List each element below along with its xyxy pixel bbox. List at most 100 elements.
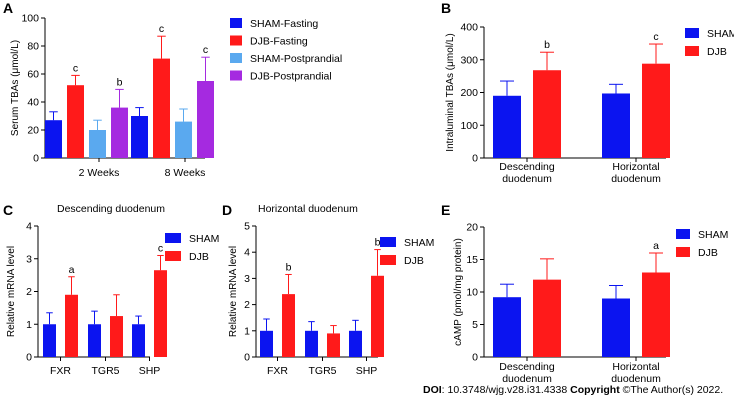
bar — [154, 270, 167, 357]
panel-a-letter: A — [3, 0, 13, 16]
panel-b-letter: B — [441, 0, 451, 16]
legend-swatch — [380, 255, 396, 265]
panel-d-letter: D — [222, 202, 232, 218]
y-tick-label: 300 — [460, 54, 478, 66]
y-tick-label: 15 — [466, 254, 478, 266]
doi-footer: DOI: 10.3748/wjg.v28.i31.4338 Copyright … — [423, 384, 723, 396]
x-tick-label: FXR — [50, 365, 71, 377]
y-tick-label: 10 — [466, 287, 478, 299]
bar — [88, 324, 101, 357]
significance-letter: c — [73, 62, 78, 74]
x-tick-label: duodenum — [611, 373, 661, 385]
y-tick-label: 5 — [244, 221, 250, 233]
legend-swatch — [676, 229, 690, 239]
bar — [642, 272, 670, 357]
y-tick-label: 4 — [26, 221, 32, 233]
legend-swatch — [165, 233, 181, 243]
y-tick-label: 0 — [26, 352, 32, 364]
y-tick-label: 5 — [472, 319, 478, 331]
legend-swatch — [230, 35, 242, 46]
bar — [371, 275, 384, 357]
bar — [110, 316, 123, 357]
legend-label: DJB-Fasting — [250, 36, 308, 48]
y-tick-label: 60 — [27, 69, 39, 81]
bar — [349, 330, 362, 357]
bar — [602, 93, 630, 158]
legend-swatch — [165, 251, 181, 261]
panel-a: A 0 20 40 60 80 100 Serum TBAs (μmol/L) c c b c 2 We… — [3, 0, 342, 179]
x-tick-label: TGR5 — [91, 365, 119, 377]
x-tick-label: SHP — [139, 365, 161, 377]
y-tick-label: 4 — [244, 247, 250, 259]
bar — [197, 81, 214, 158]
significance-letter: b — [375, 237, 381, 249]
significance-letter: b — [544, 39, 550, 51]
bar — [533, 70, 561, 158]
significance-letter: b — [286, 261, 292, 273]
legend-label: SHAM — [189, 233, 219, 245]
bar — [642, 63, 670, 158]
x-tick-label: 2 Weeks — [79, 167, 120, 179]
legend-label: DJB — [189, 251, 209, 263]
y-tick-label: 40 — [27, 97, 39, 109]
legend-label: DJB — [404, 255, 424, 267]
legend-swatch — [230, 53, 242, 63]
significance-letter: c — [158, 242, 163, 254]
bar — [153, 58, 170, 158]
bar — [111, 107, 128, 158]
bar — [602, 298, 630, 357]
y-tick-label: 3 — [26, 253, 32, 265]
bar — [65, 294, 78, 357]
y-tick-label: 0 — [33, 153, 39, 165]
legend-label: SHAM — [707, 28, 734, 40]
bar — [533, 279, 561, 357]
legend-label: SHAM — [698, 229, 728, 241]
panel-c-letter: C — [3, 202, 13, 218]
y-axis-label: Intraluminal TBAs (μmol/L) — [445, 33, 456, 151]
x-tick-label: Horizontal — [612, 361, 659, 373]
x-tick-label: duodenum — [502, 373, 552, 385]
bar — [132, 324, 145, 357]
legend-label: SHAM-Postprandial — [250, 53, 342, 65]
doi-text: : 10.3748/wjg.v28.i31.4338 — [441, 384, 571, 396]
bar — [131, 116, 148, 158]
y-tick-label: 20 — [27, 125, 39, 137]
y-tick-label: 0 — [244, 352, 250, 364]
legend-swatch — [380, 237, 396, 247]
significance-letter: c — [159, 23, 164, 35]
bar — [260, 330, 273, 357]
y-tick-label: 200 — [460, 87, 478, 99]
y-tick-label: 2 — [244, 299, 250, 311]
significance-letter: a — [69, 264, 75, 276]
y-tick-label: 2 — [26, 286, 32, 298]
x-tick-label: Descending — [499, 361, 555, 373]
y-tick-label: 1 — [26, 319, 32, 331]
x-tick-label: Horizontal — [612, 161, 659, 173]
bar — [43, 324, 56, 357]
panel-d: D Horizontal duodenum 0 1 2 3 4 5 Relative mRNA … — [222, 202, 434, 377]
bar — [305, 330, 318, 357]
x-tick-label: 8 Weeks — [165, 167, 206, 179]
bar — [45, 120, 62, 158]
x-tick-label: SHP — [356, 365, 378, 377]
legend-label: SHAM — [404, 237, 434, 249]
x-tick-label: TGR5 — [308, 365, 336, 377]
y-axis-label: Serum TBAs (μmol/L) — [10, 40, 21, 136]
y-tick-label: 400 — [460, 22, 478, 34]
panel-b: B 0 100 200 300 400 Intraluminal TBAs (μmol/L)… — [441, 0, 734, 185]
bar — [282, 294, 295, 357]
doi-label: DOI — [423, 384, 442, 396]
y-axis-label: Relative mRNA level — [6, 246, 17, 337]
legend-swatch — [230, 18, 242, 28]
x-tick-label: FXR — [267, 365, 288, 377]
bar — [327, 333, 340, 357]
y-tick-label: 3 — [244, 273, 250, 285]
y-tick-label: 100 — [460, 120, 478, 132]
significance-letter: c — [203, 44, 208, 56]
significance-letter: b — [117, 76, 123, 88]
legend-label: DJB — [707, 46, 727, 58]
panel-d-title: Horizontal duodenum — [258, 203, 358, 215]
y-tick-label: 1 — [244, 325, 250, 337]
legend-swatch — [230, 70, 242, 81]
y-tick-label: 0 — [472, 352, 478, 364]
